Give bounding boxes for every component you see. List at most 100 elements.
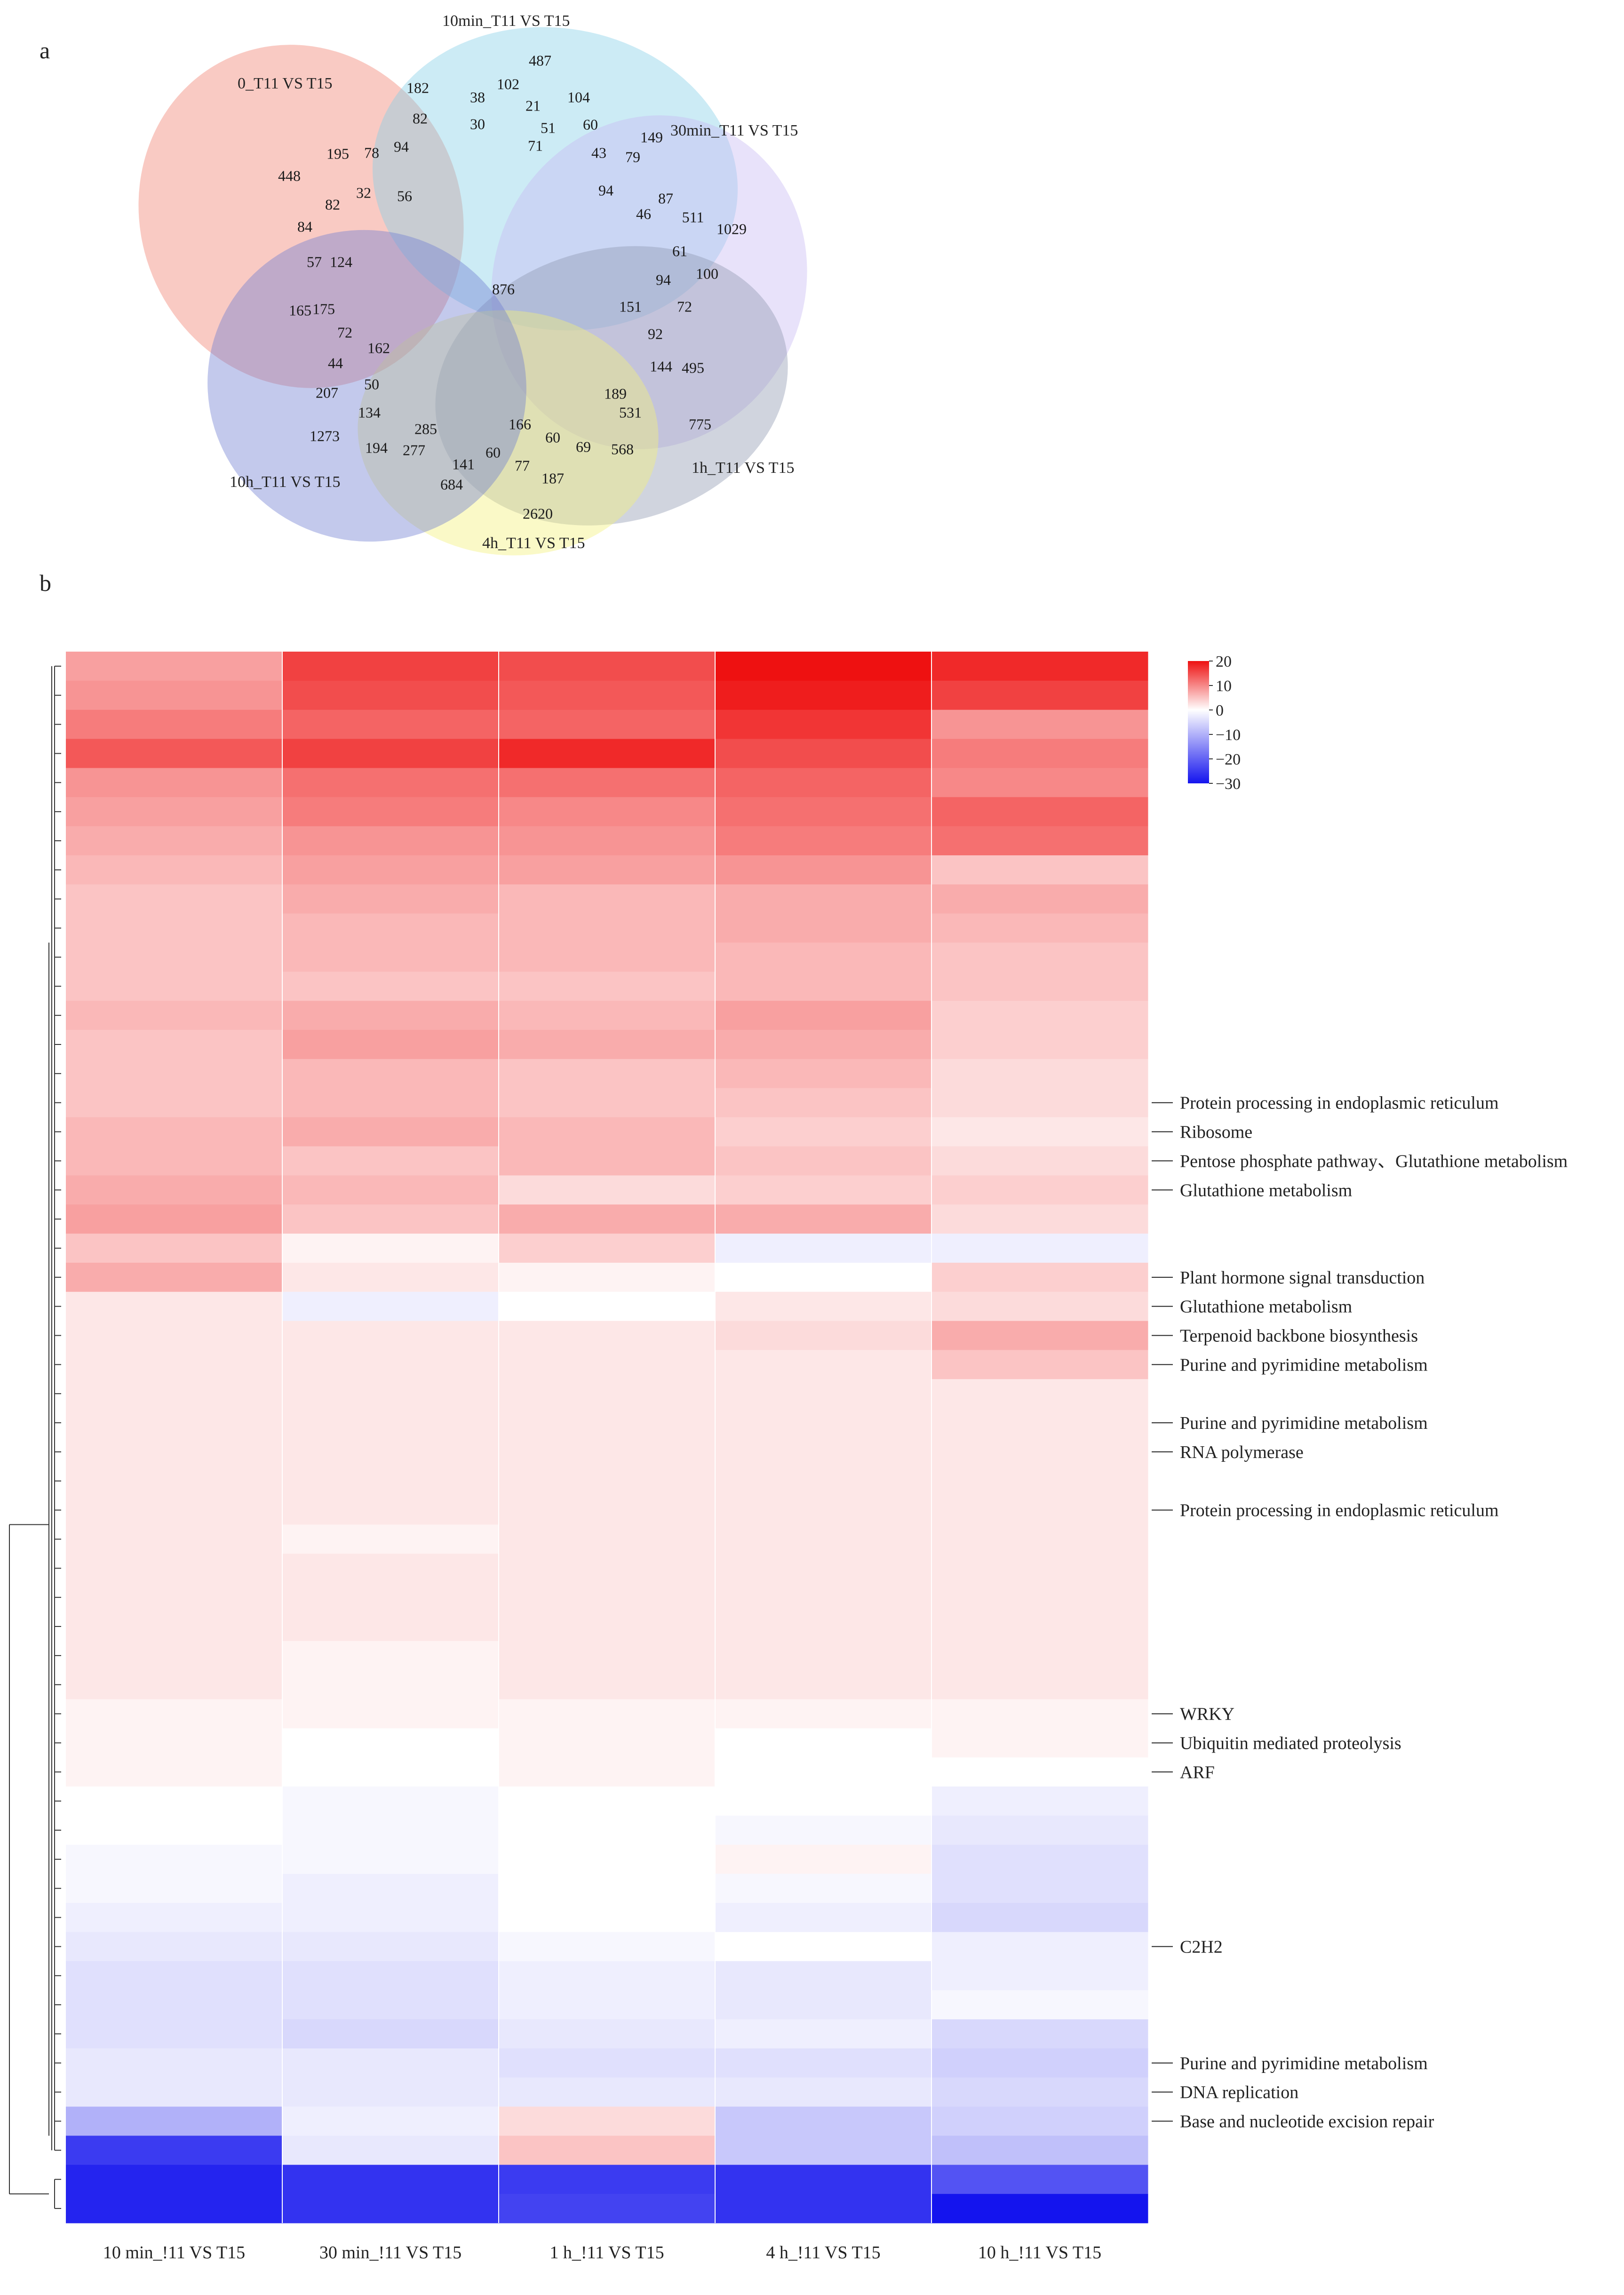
venn-region-49: 144 <box>650 358 672 375</box>
heatmap-cell <box>66 2194 283 2223</box>
heatmap-cell <box>715 1204 932 1234</box>
heatmap-cell <box>931 1291 1148 1322</box>
venn-region-38: 77 <box>515 457 530 474</box>
heatmap-cell <box>282 1204 499 1234</box>
venn-set-shapes <box>138 27 807 556</box>
colorbar-gradient <box>1188 661 1209 783</box>
venn-region-59: 87 <box>658 190 673 207</box>
heatmap-cell <box>931 2136 1148 2165</box>
heatmap-cell <box>931 1554 1148 1583</box>
heatmap-cell <box>931 942 1148 972</box>
heatmap-cell <box>282 1844 499 1874</box>
heatmap-cell <box>715 1059 932 1089</box>
heatmap-cell <box>66 1204 283 1234</box>
heatmap-cell <box>66 652 283 681</box>
heatmap-cell <box>931 652 1148 681</box>
heatmap-cell <box>715 1175 932 1205</box>
heatmap-cell <box>499 1437 716 1467</box>
annotation-label: Purine and pyrimidine metabolism <box>1180 2054 1428 2073</box>
venn-region-14: 195 <box>326 145 349 162</box>
heatmap-cell <box>715 2106 932 2136</box>
heatmap-cell <box>715 1001 932 1030</box>
panel-label-a: a <box>40 37 50 64</box>
heatmap-cell <box>715 1873 932 1904</box>
venn-set-label-3: 1h_T11 VS T15 <box>692 459 795 477</box>
venn-region-10: 51 <box>541 119 556 136</box>
heatmap-cell <box>931 884 1148 914</box>
venn-region-42: 166 <box>509 415 531 432</box>
heatmap-cell <box>282 1466 499 1496</box>
heatmap-cell <box>282 797 499 827</box>
heatmap-cell <box>715 1466 932 1496</box>
heatmap-cell <box>66 1146 283 1176</box>
heatmap-cell <box>499 797 716 827</box>
heatmap-cell <box>282 1437 499 1467</box>
heatmap-cell <box>66 1903 283 1932</box>
heatmap-cell <box>931 1786 1148 1816</box>
heatmap-cell <box>715 768 932 797</box>
heatmap-cell <box>931 826 1148 856</box>
heatmap-cell <box>66 2048 283 2078</box>
heatmap-cell <box>499 1728 716 1758</box>
venn-region-24: 165 <box>289 302 311 319</box>
annotation-label: C2H2 <box>1180 1937 1223 1957</box>
heatmap-cell <box>931 1408 1148 1438</box>
heatmap-cell <box>66 1728 283 1758</box>
heatmap-cell <box>931 1466 1148 1496</box>
heatmap-cell <box>931 739 1148 768</box>
heatmap-cell <box>499 709 716 740</box>
heatmap-cell <box>931 1612 1148 1642</box>
colorbar-tick-label: −10 <box>1216 726 1241 744</box>
column-label: 1 h_!11 VS T15 <box>549 2243 664 2263</box>
colorbar-tick-label: 0 <box>1216 702 1224 719</box>
heatmap-cell <box>282 972 499 1001</box>
annotation-label: Ribosome <box>1180 1123 1252 1142</box>
heatmap-cell <box>66 1495 283 1525</box>
heatmap-cell <box>282 652 499 681</box>
heatmap-cell <box>282 1641 499 1671</box>
heatmap-cell <box>715 1903 932 1932</box>
venn-region-35: 277 <box>403 441 425 458</box>
heatmap-cell <box>499 1583 716 1612</box>
heatmap-cell <box>66 739 283 768</box>
heatmap-cell <box>715 1321 932 1350</box>
heatmap-cell <box>499 1786 716 1816</box>
column-label: 10 min_!11 VS T15 <box>103 2243 245 2263</box>
heatmap-cell <box>499 855 716 885</box>
venn-region-51: 92 <box>648 325 663 342</box>
heatmap-cell <box>66 1437 283 1467</box>
annotation-label: Purine and pyrimidine metabolism <box>1180 1413 1428 1433</box>
heatmap-cell <box>715 2077 932 2107</box>
venn-region-48: 775 <box>689 415 711 432</box>
venn-region-28: 44 <box>328 354 343 371</box>
heatmap-cell <box>66 1321 283 1350</box>
heatmap-cell <box>931 1583 1148 1612</box>
venn-region-56: 61 <box>672 242 687 259</box>
column-labels: 10 min_!11 VS T15 30 min_!11 VS T15 1 h_!1… <box>103 2243 1101 2263</box>
heatmap-cell <box>282 1408 499 1438</box>
heatmap-cell <box>715 1786 932 1816</box>
heatmap-cell <box>931 913 1148 943</box>
colorbar-tick-label: −20 <box>1216 751 1241 768</box>
heatmap-cell <box>715 1990 932 2020</box>
heatmap-cell <box>66 680 283 710</box>
heatmap-cell <box>66 1554 283 1583</box>
heatmap-cell <box>715 709 932 740</box>
heatmap-cell <box>715 2136 932 2165</box>
heatmap-cell <box>282 1001 499 1030</box>
heatmap-cell <box>715 1030 932 1060</box>
heatmap-cell <box>66 768 283 797</box>
heatmap-cell <box>931 2048 1148 2078</box>
colorbar-tick-label: 20 <box>1216 653 1232 670</box>
venn-region-12: 43 <box>591 144 606 161</box>
venn-region-17: 448 <box>278 167 301 184</box>
venn-region-41: 2620 <box>523 505 553 522</box>
heatmap-cell <box>66 1961 283 1991</box>
annotation-label: Base and nucleotide excision repair <box>1180 2112 1434 2132</box>
heatmap-cell <box>931 1903 1148 1932</box>
venn-region-45: 568 <box>611 440 634 457</box>
venn-region-8: 82 <box>413 110 428 127</box>
panel-label-b: b <box>40 570 51 596</box>
venn-region-54: 94 <box>656 271 671 288</box>
heatmap-cell <box>931 972 1148 1001</box>
